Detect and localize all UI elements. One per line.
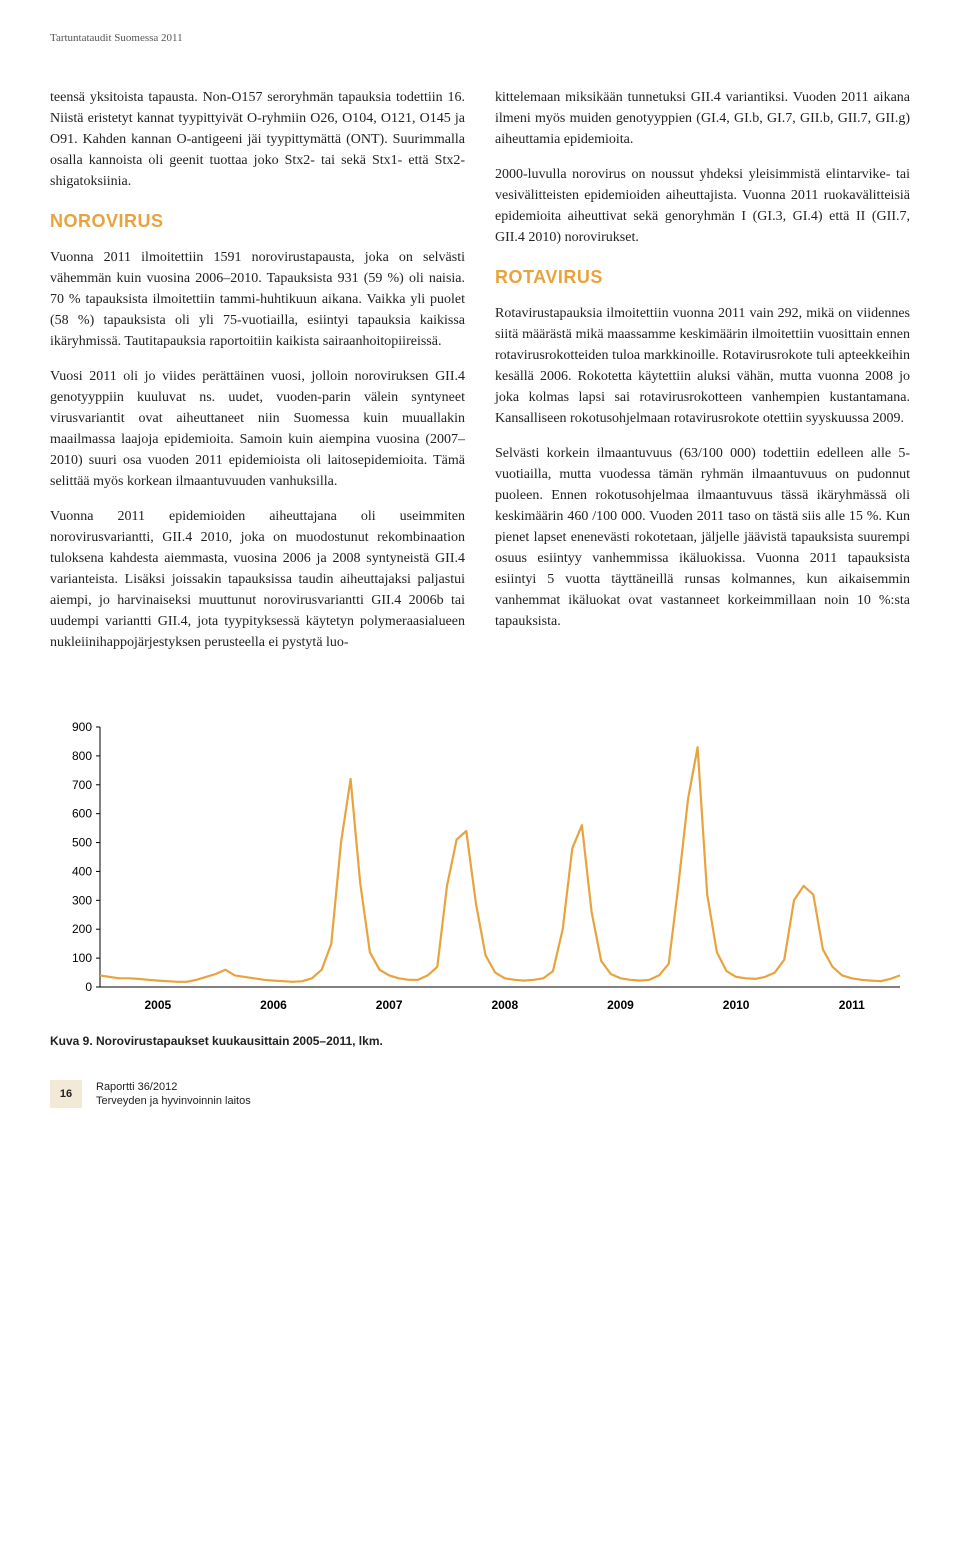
left-column: teensä yksitoista tapausta. Non-O157 ser… <box>50 87 465 667</box>
norovirus-p3: Vuonna 2011 epidemioiden aiheuttajana ol… <box>50 506 465 653</box>
two-column-layout: teensä yksitoista tapausta. Non-O157 ser… <box>50 87 910 667</box>
chart-container: 0 100 200 300 400 500 600 700 800 900 2005 2006 2007… <box>50 717 910 1050</box>
page-number: 16 <box>50 1080 82 1108</box>
running-head: Tartuntataudit Suomessa 2011 <box>50 30 910 47</box>
svg-text:600: 600 <box>72 806 92 820</box>
footer-text: Raportti 36/2012 Terveyden ja hyvinvoinn… <box>96 1080 251 1109</box>
continuation-p2: 2000-luvulla norovirus on noussut yhdeks… <box>495 164 910 248</box>
norovirus-heading: Norovirus <box>50 208 465 235</box>
norovirus-p1: Vuonna 2011 ilmoitettiin 1591 norovirust… <box>50 247 465 352</box>
svg-text:2007: 2007 <box>376 998 403 1012</box>
publisher: Terveyden ja hyvinvoinnin laitos <box>96 1094 251 1108</box>
svg-text:700: 700 <box>72 777 92 791</box>
chart-caption: Kuva 9. Norovirustapaukset kuukausittain… <box>50 1032 910 1050</box>
svg-text:2011: 2011 <box>839 998 865 1012</box>
svg-text:400: 400 <box>72 864 92 878</box>
svg-text:200: 200 <box>72 922 92 936</box>
report-id: Raportti 36/2012 <box>96 1080 251 1094</box>
svg-text:2005: 2005 <box>144 998 171 1012</box>
norovirus-line-chart: 0 100 200 300 400 500 600 700 800 900 2005 2006 2007… <box>50 717 910 1017</box>
svg-text:2006: 2006 <box>260 998 287 1012</box>
svg-text:900: 900 <box>72 720 92 734</box>
page-footer: 16 Raportti 36/2012 Terveyden ja hyvinvo… <box>50 1080 910 1109</box>
rotavirus-heading: Rotavirus <box>495 264 910 291</box>
svg-text:300: 300 <box>72 893 92 907</box>
svg-text:2010: 2010 <box>723 998 750 1012</box>
svg-text:2008: 2008 <box>491 998 518 1012</box>
svg-text:800: 800 <box>72 748 92 762</box>
svg-text:500: 500 <box>72 835 92 849</box>
svg-text:0: 0 <box>85 980 92 994</box>
norovirus-p2: Vuosi 2011 oli jo viides perättäinen vuo… <box>50 366 465 492</box>
svg-text:2009: 2009 <box>607 998 634 1012</box>
intro-paragraph: teensä yksitoista tapausta. Non-O157 ser… <box>50 87 465 192</box>
rotavirus-p2: Selvästi korkein ilmaantuvuus (63/100 00… <box>495 443 910 632</box>
right-column: kittelemaan miksikään tunnetuksi GII.4 v… <box>495 87 910 667</box>
rotavirus-p1: Rotavirustapauksia ilmoitettiin vuonna 2… <box>495 303 910 429</box>
svg-text:100: 100 <box>72 951 92 965</box>
continuation-p1: kittelemaan miksikään tunnetuksi GII.4 v… <box>495 87 910 150</box>
